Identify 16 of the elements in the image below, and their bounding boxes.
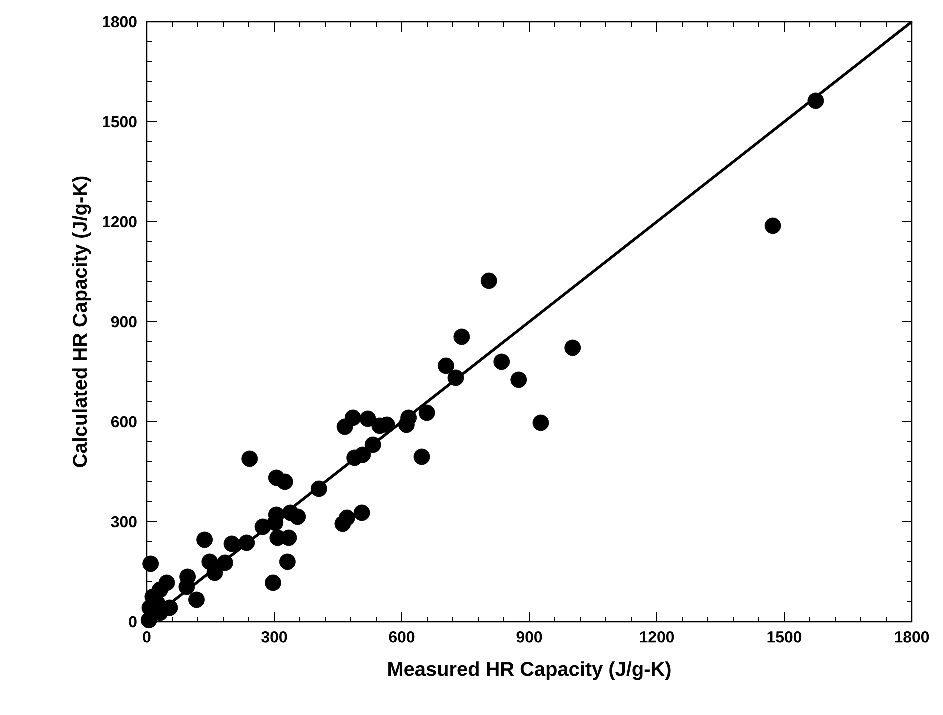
x-axis-title: Measured HR Capacity (J/g-K) (388, 662, 671, 680)
y-tick-label: 0 (129, 616, 137, 628)
y-tick-label: 300 (111, 516, 137, 528)
y-tick-label: 1200 (103, 216, 137, 228)
x-tick-label: 900 (516, 632, 542, 643)
y-axis-title: Calculated HR Capacity (J/g-K) (72, 176, 92, 468)
y-tick-label: 600 (111, 416, 137, 428)
x-tick-label: 0 (143, 632, 151, 643)
y-tick-label: 900 (111, 316, 137, 328)
x-tick-label: 600 (389, 632, 415, 643)
y-tick-label: 1800 (103, 16, 137, 28)
x-tick-label: 1800 (895, 632, 930, 643)
x-tick-label: 1500 (768, 632, 802, 643)
x-tick-label: 1200 (640, 632, 674, 643)
x-tick-label: 300 (262, 632, 288, 643)
y-tick-label: 1500 (103, 116, 137, 128)
